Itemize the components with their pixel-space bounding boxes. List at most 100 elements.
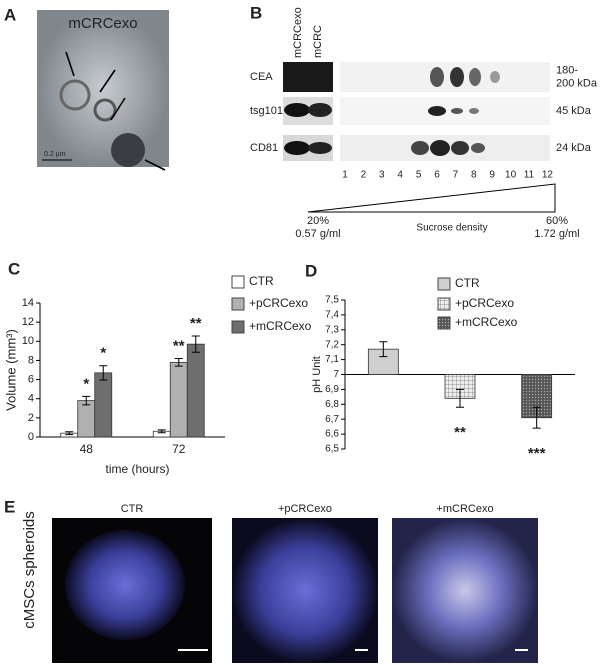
y-tick-label: 6,8 — [325, 399, 339, 410]
y-tick-label: 2 — [28, 412, 34, 424]
density-low-value: 0.57 g/ml — [295, 228, 340, 240]
y-tick-label: 7,4 — [325, 310, 339, 321]
significance: * — [100, 345, 106, 362]
protein-label: tsg101 — [250, 105, 283, 117]
micrographs — [52, 518, 538, 663]
fraction-label: 2 — [361, 170, 367, 181]
fraction-label: 1 — [342, 170, 348, 181]
x-tick-label: 48 — [80, 442, 94, 456]
fraction-label: 5 — [416, 170, 422, 181]
y-tick-label: 0 — [28, 431, 34, 443]
error-bar — [157, 429, 166, 434]
image-title: mCRCexo — [68, 15, 137, 32]
legend-swatch — [437, 277, 451, 291]
size-label: 180- — [556, 64, 578, 76]
y-tick-label: 6 — [28, 373, 34, 385]
y-tick-label: 14 — [22, 297, 34, 309]
error-bar — [82, 395, 91, 406]
legend-label: CTR — [249, 274, 274, 288]
y-tick-label: 7,2 — [325, 339, 339, 350]
legend-swatch — [437, 316, 451, 330]
y-tick-label: 4 — [28, 393, 34, 405]
fraction-label: 12 — [542, 170, 554, 181]
fraction-label: 3 — [379, 170, 385, 181]
y-tick-label: 7 — [333, 369, 339, 380]
bar — [186, 343, 205, 438]
significance: ** — [173, 337, 185, 354]
y-tick-label: 7,5 — [325, 295, 339, 306]
arrows — [65, 51, 166, 171]
error-bar — [191, 335, 200, 353]
y-tick-label: 6,6 — [325, 429, 339, 440]
legend-swatch — [437, 297, 451, 311]
density-triangle — [307, 183, 556, 213]
error-bar — [532, 406, 541, 429]
bar — [77, 400, 96, 438]
density-axis-label: Sucrose density — [416, 223, 487, 234]
legend-label: CTR — [455, 276, 480, 290]
y-tick-label: 7,1 — [325, 354, 339, 365]
error-bar — [456, 388, 464, 408]
vesicle — [93, 98, 117, 122]
error-bar — [174, 358, 183, 367]
significance: * — [83, 375, 89, 392]
legend-label: +mCRCexo — [455, 315, 518, 329]
legend-label: +pCRCexo — [455, 296, 514, 310]
image-title: +mCRCexo — [436, 503, 493, 515]
blots — [283, 62, 550, 161]
panel-label: A — [4, 5, 16, 24]
y-axis-label: pH Unit — [311, 356, 323, 393]
significance: *** — [528, 445, 546, 462]
legend-swatch — [231, 297, 245, 311]
protein-label: CD81 — [250, 142, 278, 154]
y-tick-label: 6,5 — [325, 444, 339, 455]
fraction-label: 9 — [489, 170, 495, 181]
size-label: 24 kDa — [556, 142, 592, 154]
bar — [94, 372, 113, 438]
panel-label: D — [305, 261, 317, 280]
vesicle — [59, 79, 91, 111]
significance: ** — [454, 424, 466, 441]
fraction-label: 7 — [453, 170, 459, 181]
size-label: 200 kDa — [556, 77, 598, 89]
y-tick-label: 8 — [28, 354, 34, 366]
image-title: +pCRCexo — [278, 503, 332, 515]
error-bar — [379, 341, 388, 358]
legend-swatch — [231, 320, 245, 334]
y-tick-label: 7,3 — [325, 324, 339, 335]
fraction-label: 11 — [524, 170, 535, 181]
scale-label: 0.2 µm — [44, 151, 66, 158]
y-tick-label: 12 — [22, 316, 34, 328]
size-label: 45 kDa — [556, 105, 592, 117]
panel-label: B — [250, 3, 262, 22]
legend-label: +mCRCexo — [249, 319, 312, 333]
y-tick-label: 6,7 — [325, 414, 339, 425]
bar — [169, 361, 188, 438]
fraction-label: 4 — [397, 170, 403, 181]
y-tick-label: 6,9 — [325, 384, 339, 395]
density-high: 60% — [546, 215, 568, 227]
legend-swatch — [231, 275, 245, 289]
x-axis-label: time (hours) — [105, 462, 169, 476]
image-title: CTR — [121, 503, 144, 515]
significance: ** — [190, 315, 202, 332]
panel-label: C — [8, 259, 20, 278]
protein-label: CEA — [250, 71, 273, 83]
legend-label: +pCRCexo — [249, 296, 308, 310]
density-high-value: 1.72 g/ml — [534, 228, 579, 240]
panel-label: E — [4, 497, 15, 516]
lane-label: mCRC — [312, 25, 324, 58]
y-axis-label: Volume (mm³) — [3, 329, 18, 411]
fraction-label: 8 — [471, 170, 477, 181]
side-label: cMSCs spheroids — [21, 511, 38, 629]
error-bar — [99, 365, 108, 381]
vesicle — [111, 133, 145, 167]
lane-label: mCRCexo — [292, 7, 304, 58]
y-tick-label: 10 — [22, 335, 34, 347]
x-tick-label: 72 — [172, 442, 186, 456]
fraction-label: 6 — [434, 170, 440, 181]
density-low: 20% — [307, 215, 329, 227]
fraction-label: 10 — [505, 170, 517, 181]
error-bar — [65, 431, 74, 436]
